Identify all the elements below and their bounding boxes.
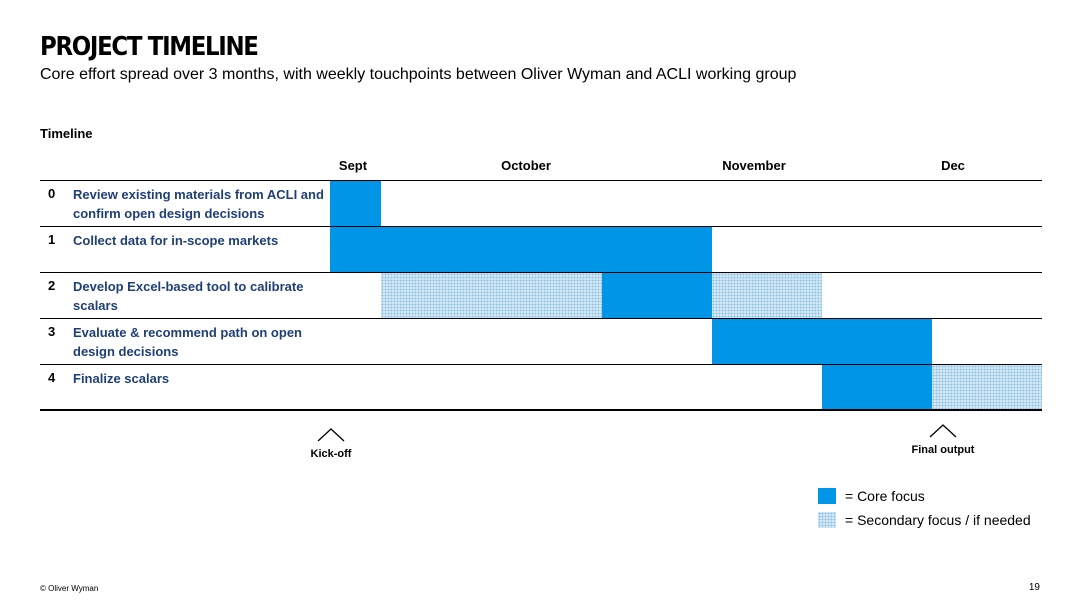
caret-up-icon — [929, 424, 957, 438]
page-subtitle: Core effort spread over 3 months, with w… — [40, 66, 797, 83]
legend-secondary-label: = Secondary focus / if needed — [845, 512, 1031, 528]
legend-core: = Core focus — [818, 488, 925, 504]
copyright: © Oliver Wyman — [40, 584, 99, 593]
task-label-1: Collect data for in-scope markets — [73, 233, 279, 248]
header-divider — [40, 180, 1042, 181]
gantt-bar-row3-core — [712, 319, 932, 364]
legend-core-label: = Core focus — [845, 488, 925, 504]
page-title: PROJECT TIMELINE — [40, 32, 259, 62]
legend-secondary-swatch — [818, 512, 836, 528]
legend-core-swatch — [818, 488, 836, 504]
task-label-2: Develop Excel-based tool to calibrate sc… — [73, 279, 304, 313]
table-bottom-divider — [40, 409, 1042, 411]
month-october: October — [501, 158, 551, 173]
row-divider — [40, 272, 1042, 273]
task-label-0: Review existing materials from ACLI and … — [73, 187, 324, 221]
page-number: 19 — [1028, 582, 1040, 593]
row-divider — [40, 226, 1042, 227]
gantt-bar-row2-core — [602, 273, 712, 318]
task-number-1: 1 — [48, 232, 56, 247]
task-number-0: 0 — [48, 186, 56, 201]
row-divider — [40, 318, 1042, 319]
milestone-final-output: Final output — [883, 424, 1003, 456]
milestone-final-output-label: Final output — [911, 444, 975, 456]
gantt-bar-row2-secondary-b — [712, 273, 822, 318]
task-label-4: Finalize scalars — [73, 371, 170, 386]
gantt-bar-row0-core — [330, 181, 381, 226]
milestone-kickoff: Kick-off — [271, 428, 391, 460]
gantt-bar-row1-core — [330, 227, 712, 272]
gantt-bar-row4-core — [822, 365, 932, 409]
task-label-3: Evaluate & recommend path on open design… — [73, 325, 302, 359]
caret-up-icon — [317, 428, 345, 442]
row-divider — [40, 364, 1042, 365]
section-label: Timeline — [40, 126, 93, 141]
month-dec: Dec — [941, 158, 965, 173]
task-number-4: 4 — [48, 370, 56, 385]
task-number-2: 2 — [48, 278, 56, 293]
gantt-bar-row4-secondary — [932, 365, 1042, 409]
month-november: November — [722, 158, 786, 173]
milestone-kickoff-label: Kick-off — [310, 448, 352, 460]
gantt-bar-row2-secondary-a — [381, 273, 602, 318]
legend-secondary: = Secondary focus / if needed — [818, 512, 1031, 528]
task-number-3: 3 — [48, 324, 56, 339]
month-sept: Sept — [338, 158, 368, 173]
